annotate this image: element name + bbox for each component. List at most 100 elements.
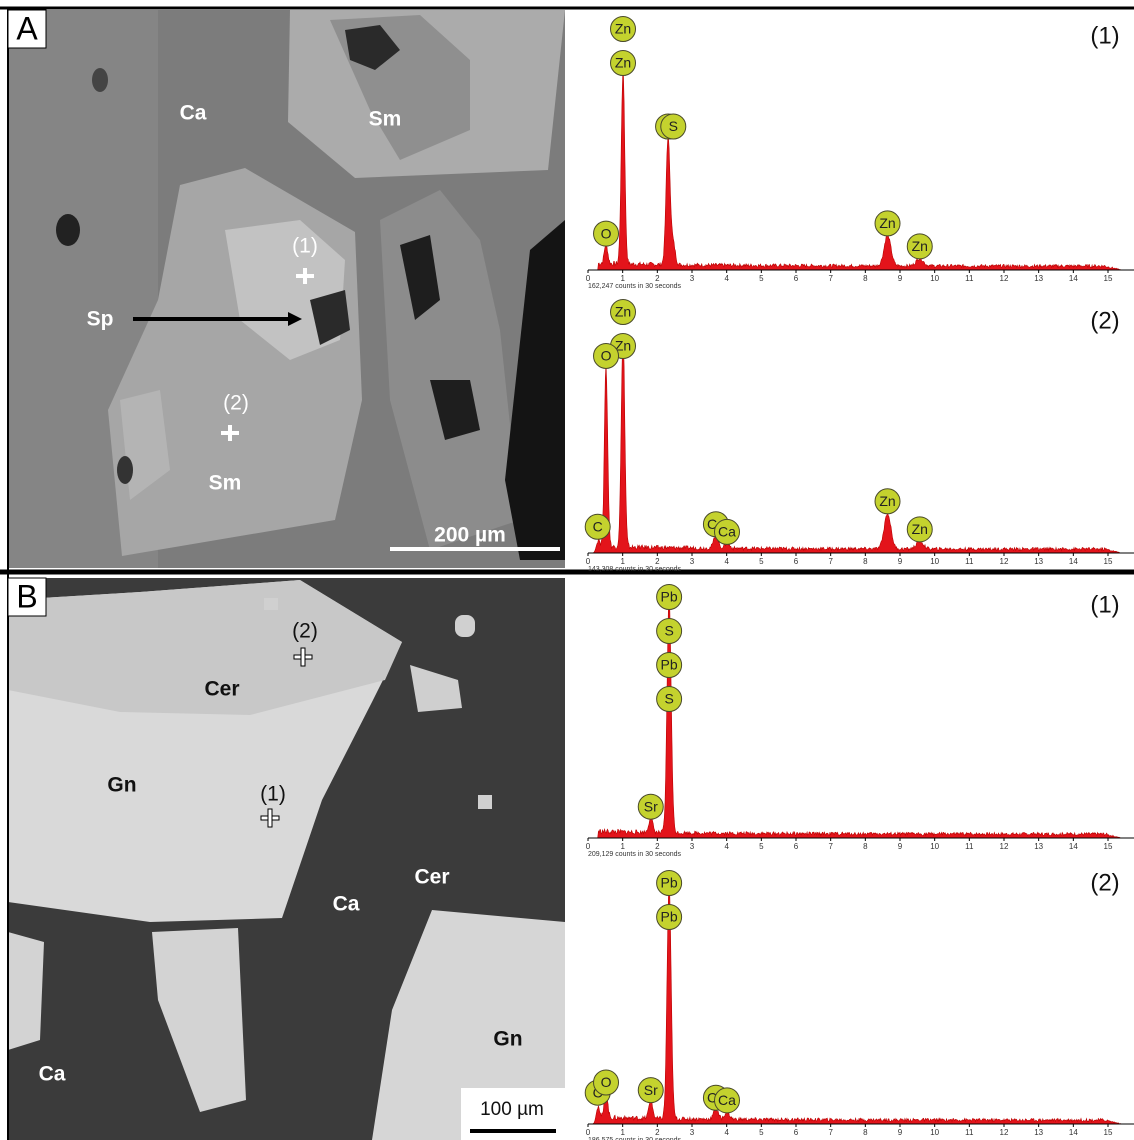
x-tick-label: 13 (1034, 842, 1043, 851)
element-label: S (664, 691, 673, 707)
element-label: Zn (615, 55, 631, 71)
element-label: Pb (661, 909, 678, 925)
element-label: Sr (644, 1082, 658, 1098)
image-label: Sp (87, 308, 114, 331)
x-tick-label: 10 (930, 1128, 939, 1137)
x-tick-label: 14 (1069, 842, 1078, 851)
x-tick-label: 3 (690, 274, 695, 283)
x-tick-label: 2 (655, 274, 660, 283)
image-label: Ca (39, 1063, 66, 1086)
x-tick-label: 0 (586, 274, 591, 283)
element-label: Ca (718, 1092, 736, 1108)
x-tick-label: 7 (828, 274, 833, 283)
scale-bar-label: 200 µm (434, 524, 506, 547)
x-tick-label: 14 (1069, 557, 1078, 566)
element-label: O (601, 348, 612, 364)
x-tick-label: 12 (1000, 1128, 1009, 1137)
spectrum (588, 74, 1122, 271)
x-tick-label: 11 (965, 557, 974, 566)
x-tick-label: 1 (620, 842, 625, 851)
point-label: (2) (223, 392, 249, 415)
point-label: (2) (292, 620, 318, 643)
x-tick-label: 8 (863, 557, 868, 566)
element-label: Pb (661, 589, 678, 605)
x-tick-label: 12 (1000, 274, 1009, 283)
image-label: Cer (204, 678, 239, 701)
x-tick-label: 12 (1000, 557, 1009, 566)
element-label: O (601, 225, 612, 241)
x-tick-label: 11 (965, 274, 974, 283)
figure: Ca Sm (1) Sp (2) Sm 200 µm (2) Cer Gn (1… (0, 0, 1134, 1140)
x-tick-label: 10 (930, 557, 939, 566)
x-tick-label: 6 (794, 557, 799, 566)
spectrum (588, 337, 1122, 554)
x-tick-label: 9 (898, 557, 903, 566)
spectrum-label: (2) (1090, 869, 1119, 896)
x-tick-label: 14 (1069, 274, 1078, 283)
element-label: S (664, 623, 673, 639)
x-tick-label: 4 (724, 274, 729, 283)
element-label: Zn (912, 238, 928, 254)
element-label: Zn (912, 521, 928, 537)
x-tick-label: 5 (759, 1128, 764, 1137)
element-label: Zn (879, 215, 895, 231)
x-tick-label: 3 (690, 1128, 695, 1137)
x-tick-label: 3 (690, 842, 695, 851)
element-label: Zn (615, 304, 631, 320)
x-tick-label: 13 (1034, 274, 1043, 283)
x-tick-label: 9 (898, 842, 903, 851)
x-tick-label: 4 (724, 1128, 729, 1137)
x-tick-label: 15 (1104, 1128, 1113, 1137)
x-tick-label: 8 (863, 1128, 868, 1137)
sem-image-a (8, 10, 565, 568)
x-tick-label: 9 (898, 1128, 903, 1137)
image-label: Ca (333, 893, 360, 916)
image-label: Sm (209, 472, 242, 495)
x-tick-label: 1 (620, 1128, 625, 1137)
x-tick-label: 15 (1104, 274, 1113, 283)
x-tick-label: 7 (828, 557, 833, 566)
x-tick-label: 15 (1104, 842, 1113, 851)
element-label: Zn (615, 21, 631, 37)
x-tick-label: 0 (586, 1128, 591, 1137)
x-tick-label: 10 (930, 274, 939, 283)
x-tick-label: 6 (794, 1128, 799, 1137)
x-tick-label: 14 (1069, 1128, 1078, 1137)
x-tick-label: 7 (828, 842, 833, 851)
element-label: C (593, 519, 603, 535)
element-label: O (601, 1074, 612, 1090)
x-tick-label: 13 (1034, 1128, 1043, 1137)
spectrum-label: (1) (1090, 22, 1119, 49)
element-label: Ca (718, 524, 736, 540)
counts-note: 162,247 counts in 30 seconds (588, 283, 682, 290)
x-tick-label: 4 (724, 842, 729, 851)
panel-letter: B (16, 578, 37, 614)
x-tick-label: 15 (1104, 557, 1113, 566)
element-label: Sr (644, 798, 658, 814)
x-tick-label: 2 (655, 557, 660, 566)
x-tick-label: 12 (1000, 842, 1009, 851)
element-label: Zn (879, 493, 895, 509)
element-label: S (669, 118, 678, 134)
x-tick-label: 11 (965, 842, 974, 851)
panel-letter: A (16, 10, 38, 46)
x-tick-label: 7 (828, 1128, 833, 1137)
x-tick-label: 8 (863, 842, 868, 851)
element-label: Pb (661, 657, 678, 673)
x-tick-label: 0 (586, 557, 591, 566)
x-tick-label: 5 (759, 557, 764, 566)
element-label: Pb (661, 875, 678, 891)
counts-note: 209,129 counts in 30 seconds (588, 851, 682, 858)
image-label: Gn (107, 774, 136, 797)
x-tick-label: 11 (965, 1128, 974, 1137)
scale-bar-label: 100 µm (480, 1099, 544, 1120)
sem-image-b (8, 578, 565, 1140)
x-tick-label: 6 (794, 842, 799, 851)
x-tick-label: 13 (1034, 557, 1043, 566)
spectrum-label: (2) (1090, 307, 1119, 334)
x-tick-label: 1 (620, 557, 625, 566)
image-label: Sm (369, 108, 402, 131)
x-tick-label: 4 (724, 557, 729, 566)
x-tick-label: 6 (794, 274, 799, 283)
x-tick-label: 0 (586, 842, 591, 851)
